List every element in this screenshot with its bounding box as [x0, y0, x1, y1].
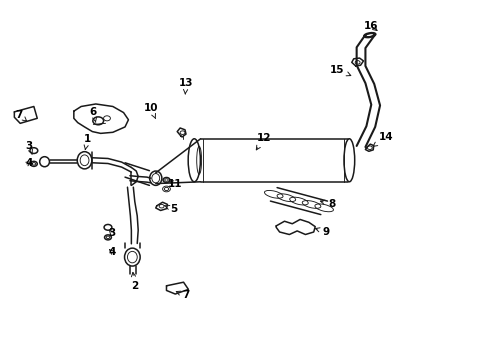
- Text: 10: 10: [143, 103, 158, 119]
- Text: 7: 7: [16, 110, 27, 121]
- Text: 2: 2: [131, 273, 138, 291]
- Text: 4: 4: [25, 158, 33, 168]
- Text: 3: 3: [25, 141, 33, 154]
- Text: 14: 14: [372, 132, 392, 147]
- Text: 16: 16: [363, 21, 378, 31]
- Text: 1: 1: [84, 134, 91, 149]
- Text: 3: 3: [108, 228, 115, 238]
- Text: 12: 12: [256, 133, 271, 150]
- Text: 15: 15: [329, 64, 350, 76]
- Text: 7: 7: [176, 291, 189, 301]
- Text: 13: 13: [179, 78, 193, 94]
- Text: 5: 5: [164, 204, 177, 215]
- Text: 8: 8: [320, 199, 335, 210]
- Text: 11: 11: [168, 179, 182, 189]
- Text: 4: 4: [108, 247, 115, 257]
- Text: 9: 9: [315, 227, 329, 237]
- Text: 6: 6: [89, 107, 97, 122]
